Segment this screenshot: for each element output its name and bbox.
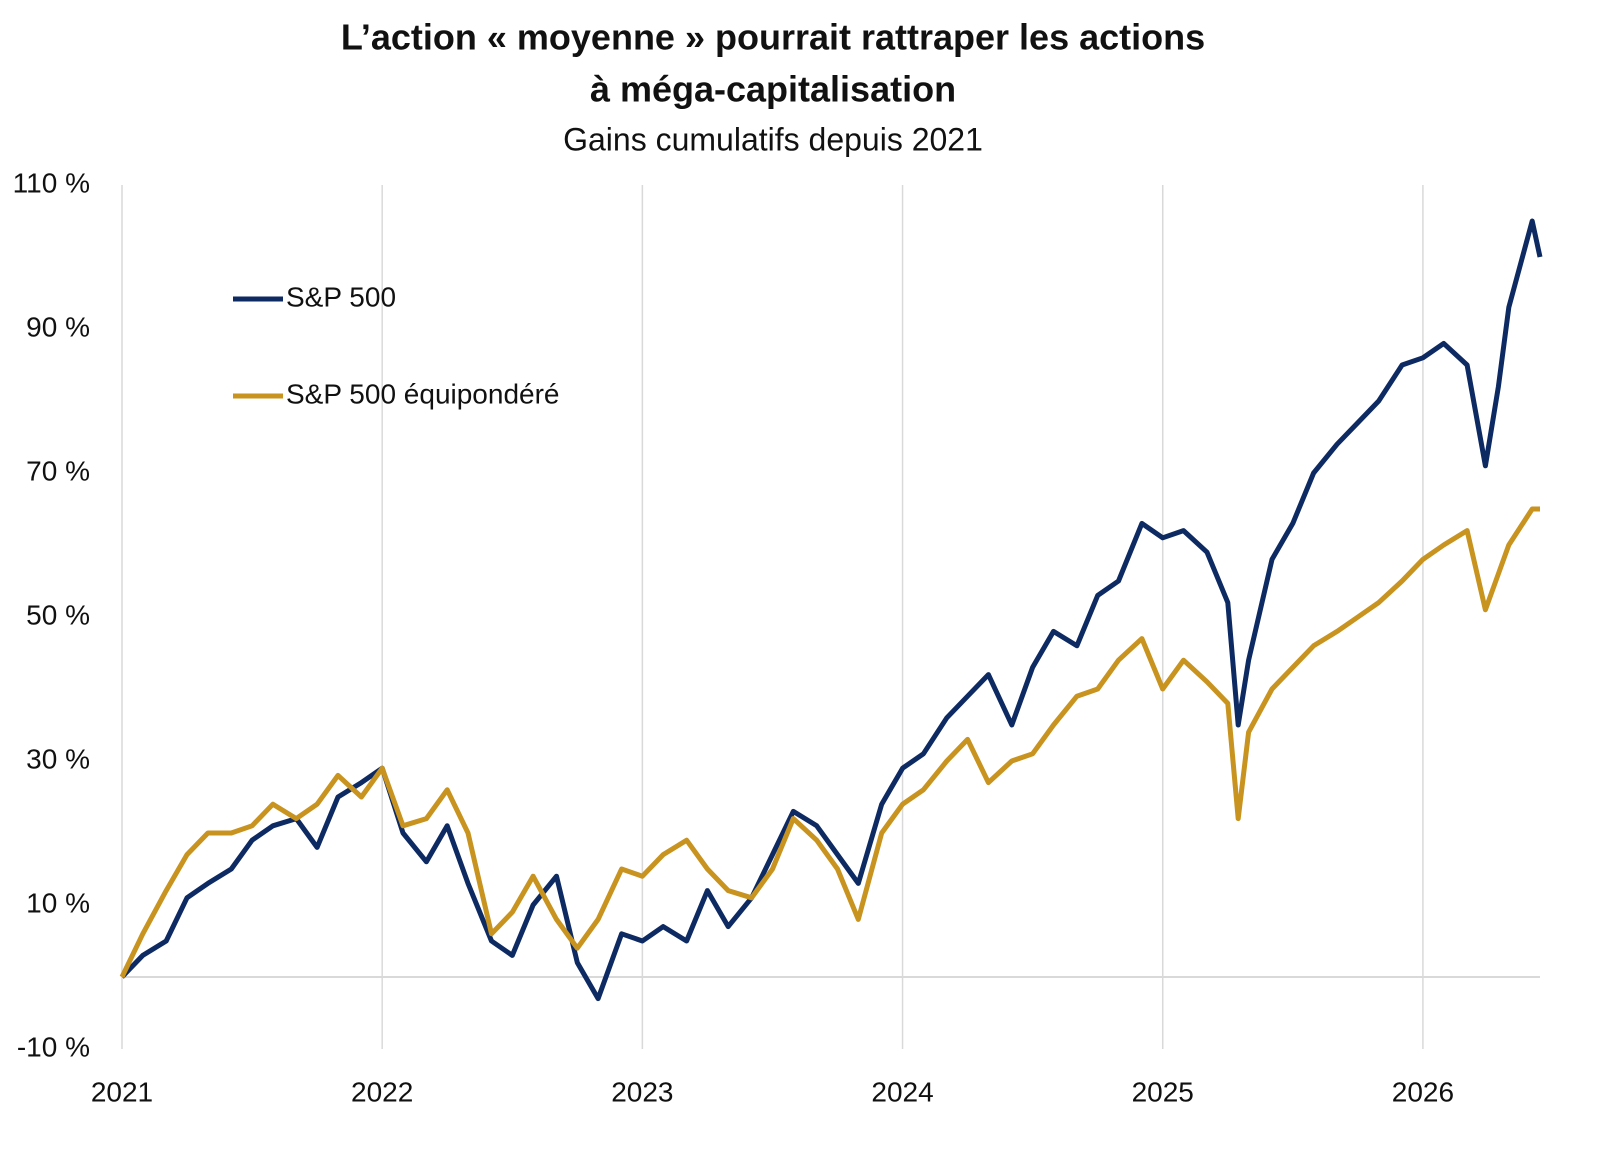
y-tick-label: 90 %	[26, 311, 90, 342]
x-tick-label: 2021	[91, 1076, 153, 1107]
chart-title: L’action « moyenne » pourrait rattraper …	[341, 17, 1205, 58]
x-tick-label: 2023	[611, 1076, 673, 1107]
y-tick-label: 10 %	[26, 887, 90, 918]
x-tick-label: 2024	[871, 1076, 933, 1107]
legend-label: S&P 500 équipondéré	[286, 378, 560, 409]
y-tick-label: 70 %	[26, 455, 90, 486]
chart-title: à méga-capitalisation	[590, 69, 956, 110]
y-tick-label: 30 %	[26, 743, 90, 774]
series-line	[119, 506, 1540, 979]
legend-label: S&P 500	[286, 281, 396, 312]
x-tick-label: 2025	[1132, 1076, 1194, 1107]
y-tick-label: 110 %	[13, 167, 90, 198]
chart-subtitle: Gains cumulatifs depuis 2021	[563, 121, 983, 157]
x-tick-label: 2022	[351, 1076, 413, 1107]
x-tick-label: 2026	[1392, 1076, 1454, 1107]
y-tick-label: 50 %	[26, 599, 90, 630]
series-line	[120, 218, 1543, 1002]
y-tick-label: -10 %	[17, 1031, 90, 1062]
